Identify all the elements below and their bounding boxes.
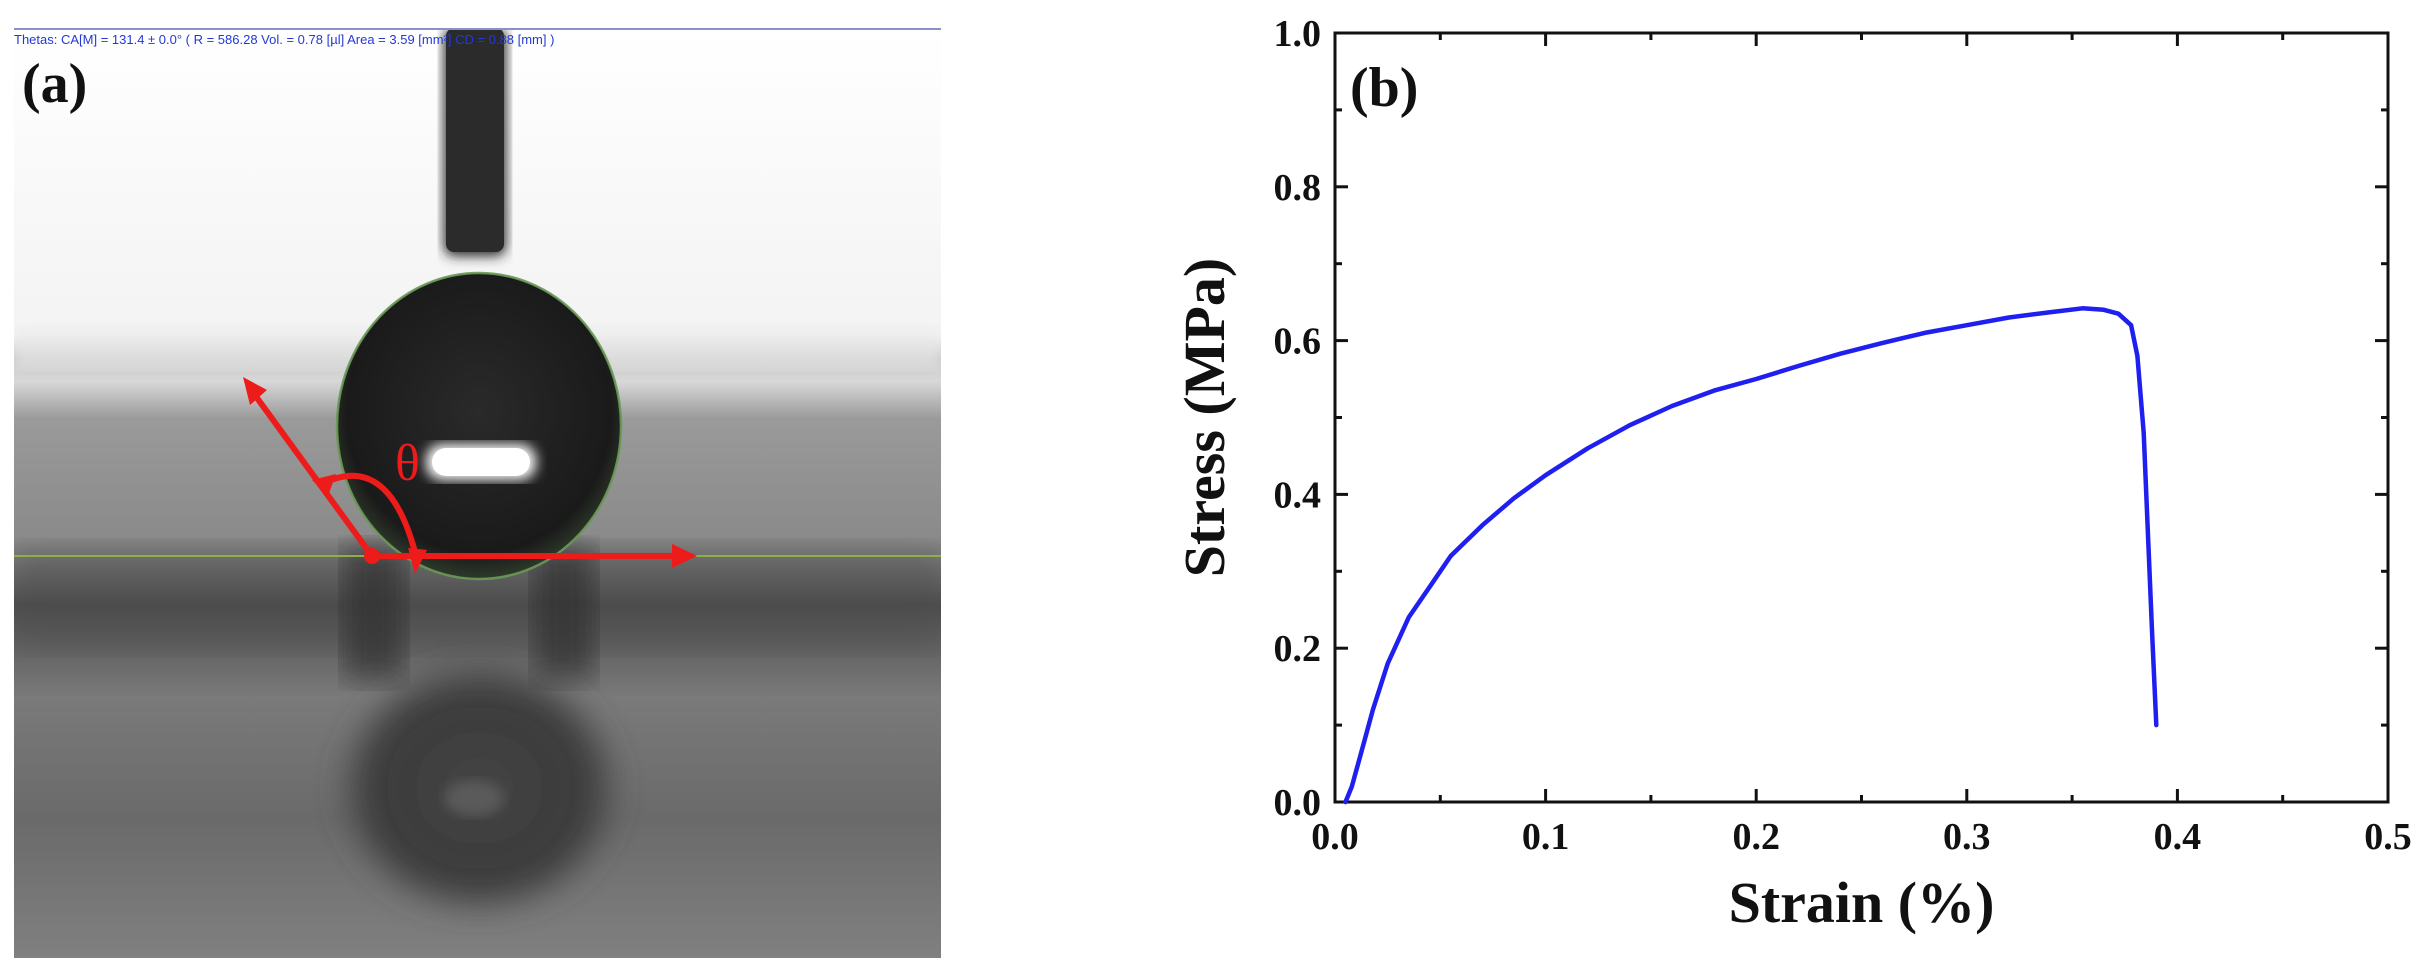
- x-tick-label: 0.4: [2154, 816, 2202, 858]
- panel-a-label: (a): [22, 53, 88, 115]
- stress-strain-chart: 0.0 0.1 0.2 0.3 0.4 0.5 0.0 0.2 0.4 0.6 0.8 1.0 Str…: [1166, 10, 2430, 960]
- x-tick-label: 0.5: [2364, 816, 2412, 858]
- header-rule: [14, 28, 941, 30]
- x-tick-label: 0.3: [1943, 816, 1991, 858]
- y-tick-label: 0.0: [1274, 782, 1322, 824]
- x-tick-label: 0.2: [1732, 816, 1780, 858]
- measurement-readout: Thetas: CA[M] = 131.4 ± 0.0° ( R = 586.2…: [14, 32, 555, 47]
- theta-symbol: θ: [395, 435, 420, 492]
- x-tick-label: 0.1: [1522, 816, 1570, 858]
- y-tick-label: 0.6: [1274, 321, 1322, 363]
- y-tick-label: 0.4: [1274, 474, 1322, 516]
- y-tick-label: 1.0: [1274, 13, 1322, 55]
- y-tick-label: 0.8: [1274, 167, 1322, 209]
- x-tick-label: 0.0: [1311, 816, 1359, 858]
- stress-strain-line: [1343, 306, 2159, 805]
- y-tick-label: 0.2: [1274, 628, 1322, 670]
- droplet-image: [14, 28, 941, 958]
- chart-svg: 0.0 0.1 0.2 0.3 0.4 0.5 0.0 0.2 0.4 0.6 0.8 1.0 Str…: [1172, 13, 2412, 935]
- panel-b-label: (b): [1350, 57, 1419, 119]
- plot-border: [1333, 31, 2390, 804]
- y-axis-title: Stress (MPa): [1172, 258, 1237, 577]
- contact-angle-photo: Thetas: CA[M] = 131.4 ± 0.0° ( R = 586.2…: [14, 28, 941, 958]
- x-axis-title: Strain (%): [1729, 870, 1995, 935]
